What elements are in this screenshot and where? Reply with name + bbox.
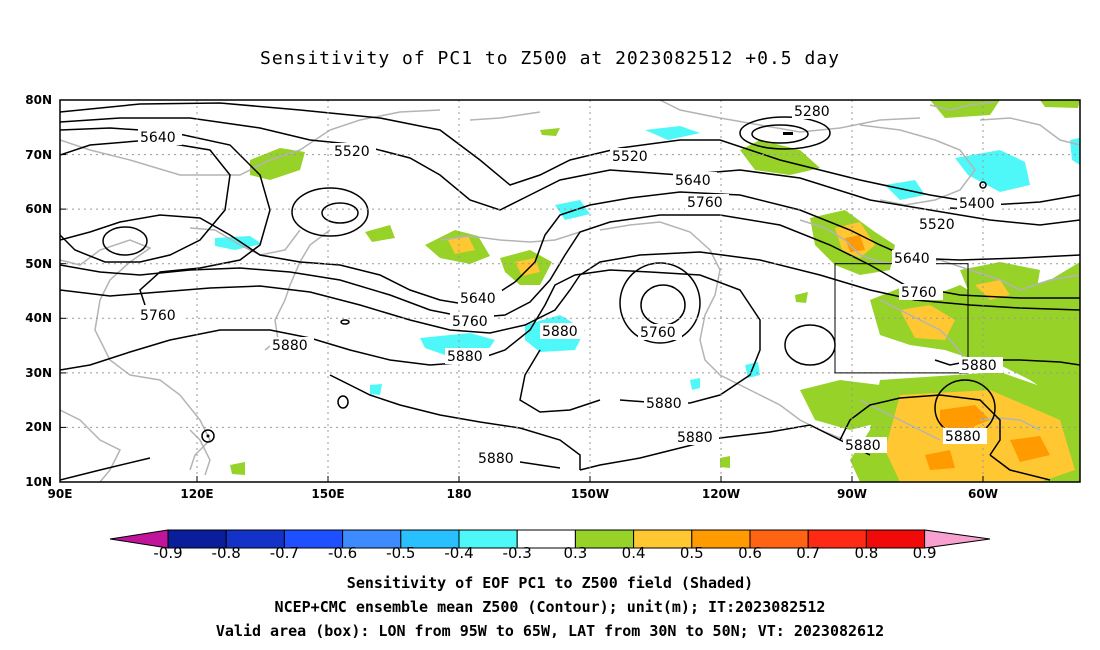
contour-label: 5280 — [792, 103, 836, 120]
lon-label: 60W — [968, 487, 998, 501]
lat-label: 60N — [25, 202, 52, 216]
svg-text:5280: 5280 — [794, 104, 830, 120]
contour-label: 5880 — [644, 395, 688, 412]
colorbar-label: -0.6 — [328, 544, 357, 562]
lat-label: 70N — [25, 148, 52, 162]
contour-label: 5760 — [138, 307, 182, 324]
svg-text:5640: 5640 — [675, 173, 711, 189]
svg-text:5880: 5880 — [945, 429, 981, 445]
colorbar-label: 0.4 — [622, 544, 646, 562]
svg-text:5760: 5760 — [452, 314, 488, 330]
contour-label: 5640 — [458, 290, 502, 307]
caption-contour: NCEP+CMC ensemble mean Z500 (Contour); u… — [274, 598, 826, 616]
svg-text:5880: 5880 — [677, 430, 713, 446]
contour-label: 5640 — [673, 172, 717, 189]
svg-text:5880: 5880 — [961, 358, 997, 374]
colorbar-label: -0.9 — [153, 544, 182, 562]
contour-label: 5640 — [892, 250, 936, 267]
z500-contours — [60, 102, 1080, 481]
caption-valid-area: Valid area (box): LON from 95W to 65W, L… — [215, 622, 885, 640]
contour-label: 5760 — [899, 284, 943, 301]
axis-ticks — [60, 99, 984, 482]
svg-text:5760: 5760 — [640, 325, 676, 341]
svg-text:5760: 5760 — [140, 308, 176, 324]
contour-label: 5880 — [270, 337, 314, 354]
contour-label: 5520 — [610, 148, 654, 165]
map-frame — [59, 99, 1081, 483]
colorbar-label: 0.3 — [563, 544, 587, 562]
contour-labels: 5280 5640 5520 5520 5640 5760 5400 5520 … — [138, 103, 1003, 467]
svg-text:5760: 5760 — [687, 195, 723, 211]
lat-label: 80N — [25, 93, 52, 107]
svg-text:5760: 5760 — [901, 285, 937, 301]
lat-label: 50N — [25, 257, 52, 271]
lat-label: 20N — [25, 420, 52, 434]
lat-lon-grid — [60, 100, 1080, 482]
svg-text:5520: 5520 — [334, 144, 370, 160]
caption-shading: Sensitivity of EOF PC1 to Z500 field (Sh… — [346, 574, 754, 592]
contour-label: 5880 — [540, 323, 584, 340]
lat-label: 10N — [25, 475, 52, 489]
svg-text:5640: 5640 — [894, 251, 930, 267]
contour-label: 5640 — [138, 129, 182, 146]
colorbar-label: 0.7 — [796, 544, 820, 562]
svg-text:5640: 5640 — [460, 291, 496, 307]
longitude-labels: 90E 120E 150E 180 150W 120W 90W 60W — [48, 487, 998, 501]
colorbar-label: 0.9 — [913, 544, 937, 562]
contour-label: 5880 — [445, 348, 489, 365]
svg-text:5520: 5520 — [612, 149, 648, 165]
colorbar-label: 0.5 — [680, 544, 704, 562]
contour-label: 5880 — [476, 450, 520, 467]
colorbar-label: -0.3 — [503, 544, 532, 562]
contour-label: 5760 — [450, 313, 494, 330]
contour-label: 5400 — [957, 195, 1001, 212]
svg-text:5640: 5640 — [140, 130, 176, 146]
sensitivity-shading — [215, 100, 1080, 482]
svg-text:5880: 5880 — [542, 324, 578, 340]
contour-label: 5520 — [917, 216, 961, 233]
small-contours — [201, 181, 987, 443]
contour-label: 5880 — [843, 437, 887, 454]
svg-text:5520: 5520 — [919, 217, 955, 233]
svg-text:5880: 5880 — [646, 396, 682, 412]
contour-label: 5880 — [943, 428, 987, 445]
colorbar-arrow-right — [924, 529, 991, 549]
svg-text:5880: 5880 — [845, 438, 881, 454]
colorbar-label: -0.4 — [444, 544, 473, 562]
lon-label: 150W — [571, 487, 609, 501]
colorbar-label: -0.8 — [212, 544, 241, 562]
lat-label: 40N — [25, 311, 52, 325]
lon-label: 120W — [702, 487, 740, 501]
colorbar-label: 0.8 — [854, 544, 878, 562]
colorbar-label: 0.6 — [738, 544, 762, 562]
lon-label: 180 — [446, 487, 471, 501]
contour-label: 5760 — [638, 324, 682, 341]
svg-text:5880: 5880 — [478, 451, 514, 467]
map-title: Sensitivity of PC1 to Z500 at 2023082512… — [259, 48, 840, 69]
lon-label: 120E — [180, 487, 213, 501]
colorbar-label: -0.5 — [386, 544, 415, 562]
svg-text:5400: 5400 — [959, 196, 995, 212]
lon-label: 90W — [837, 487, 867, 501]
colorbar: -0.9 -0.8 -0.7 -0.6 -0.5 -0.4 -0.3 0.3 0.4 0.5 0.6… — [109, 529, 991, 562]
contour-label: 5880 — [675, 429, 719, 446]
lon-label: 150E — [311, 487, 344, 501]
latitude-labels: 80N 70N 60N 50N 40N 30N 20N 10N — [25, 93, 52, 489]
contour-label: 5520 — [332, 143, 376, 160]
svg-text:5880: 5880 — [447, 349, 483, 365]
svg-text:5880: 5880 — [272, 338, 308, 354]
colorbar-label: -0.7 — [270, 544, 299, 562]
lat-label: 30N — [25, 366, 52, 380]
lon-label: 90E — [48, 487, 73, 501]
contour-label: 5880 — [959, 357, 1003, 374]
contour-label: 5760 — [685, 194, 729, 211]
